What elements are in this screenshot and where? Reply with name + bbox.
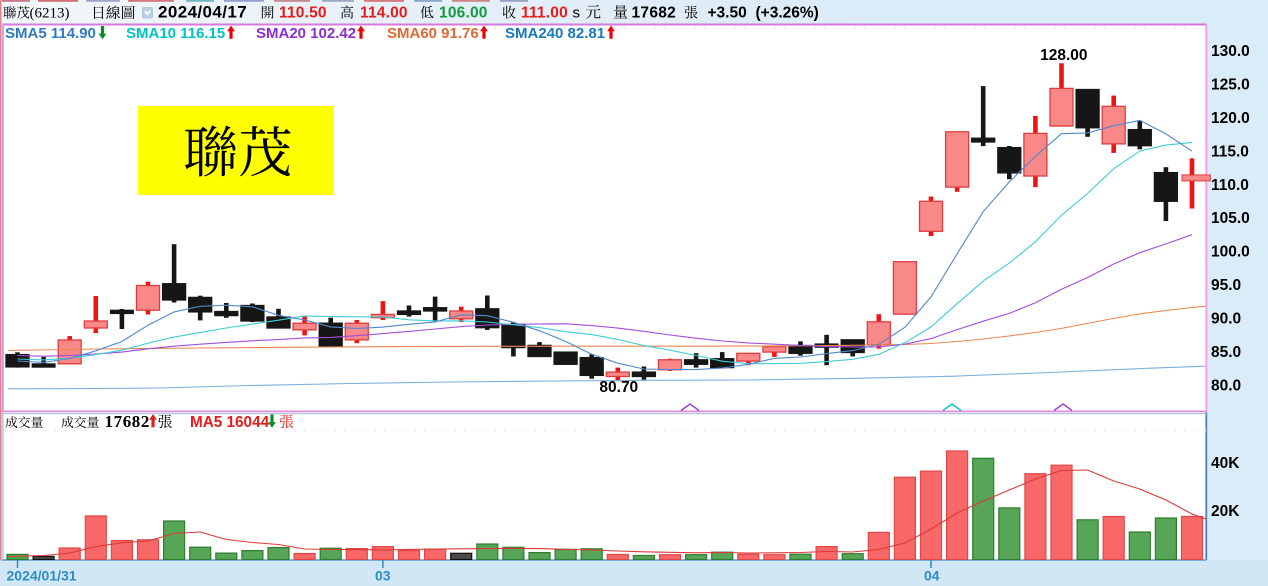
svg-text:80.0: 80.0 [1211, 378, 1241, 395]
svg-text:MA5 16044: MA5 16044 [190, 414, 270, 431]
svg-text:110.50: 110.50 [279, 5, 327, 22]
svg-text:2024/01/31: 2024/01/31 [7, 568, 77, 584]
svg-text:04: 04 [924, 568, 940, 584]
svg-text:125.0: 125.0 [1211, 77, 1250, 94]
svg-text:SMA10 116.15: SMA10 116.15 [126, 25, 225, 42]
svg-text:110.0: 110.0 [1211, 177, 1249, 194]
svg-text:SMA5 114.90: SMA5 114.90 [5, 25, 96, 42]
svg-text:105.0: 105.0 [1211, 210, 1250, 227]
svg-text:128.00: 128.00 [1040, 47, 1087, 64]
svg-text:17682: 17682 [632, 5, 677, 22]
svg-text:100.0: 100.0 [1211, 244, 1250, 261]
svg-text:120.0: 120.0 [1211, 110, 1250, 127]
svg-text:95.0: 95.0 [1211, 277, 1241, 294]
svg-text:114.00: 114.00 [360, 5, 408, 22]
svg-text:111.00: 111.00 [521, 5, 568, 22]
svg-text:130.0: 130.0 [1211, 43, 1250, 60]
svg-text:SMA60 91.76: SMA60 91.76 [387, 25, 479, 42]
svg-text:85.0: 85.0 [1211, 344, 1241, 361]
svg-text:90.0: 90.0 [1211, 311, 1241, 328]
svg-text:s: s [573, 5, 581, 22]
svg-text:+3.50: +3.50 [708, 5, 747, 22]
svg-text:80.70: 80.70 [599, 379, 638, 396]
svg-text:SMA20 102.42: SMA20 102.42 [256, 25, 356, 42]
svg-text:2024/04/17: 2024/04/17 [158, 3, 247, 22]
svg-text:106.00: 106.00 [439, 5, 488, 22]
svg-text:17682: 17682 [105, 412, 151, 431]
svg-text:115.0: 115.0 [1211, 143, 1249, 160]
svg-text:(+3.26%): (+3.26%) [756, 5, 819, 22]
svg-text:SMA240 82.81: SMA240 82.81 [505, 25, 605, 42]
svg-text:40K: 40K [1211, 455, 1240, 472]
svg-text:03: 03 [375, 568, 391, 584]
svg-text:20K: 20K [1211, 503, 1240, 520]
svg-text:(6213): (6213) [30, 6, 70, 22]
